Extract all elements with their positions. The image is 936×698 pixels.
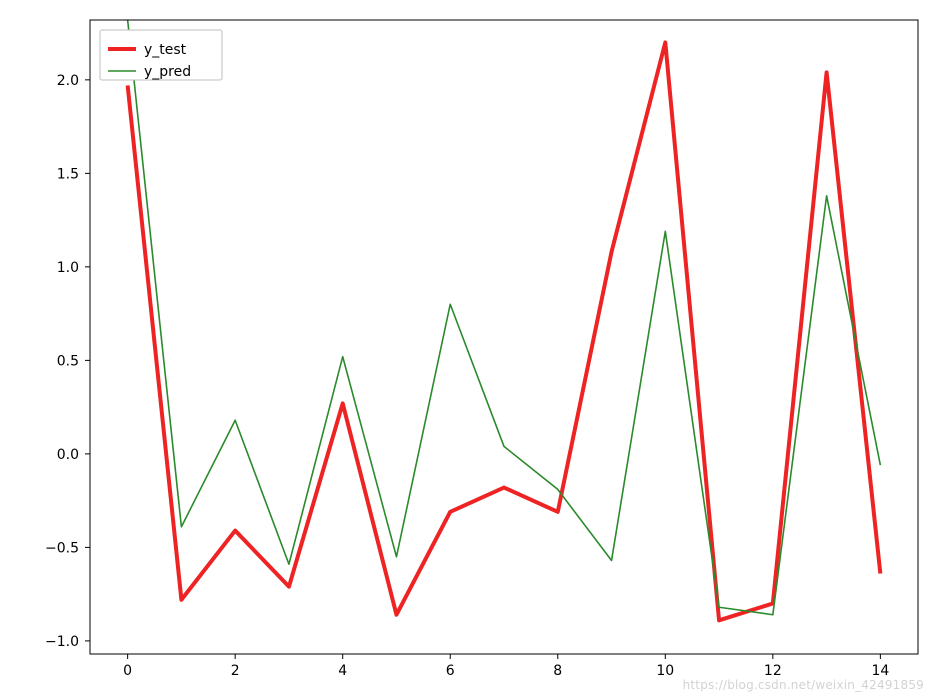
legend-label-y_test: y_test (144, 42, 187, 58)
y-tick-label: 2.0 (57, 73, 79, 89)
y-tick-label: −1.0 (45, 634, 79, 650)
x-tick-label: 14 (871, 663, 889, 679)
x-tick-label: 4 (338, 663, 347, 679)
legend: y_test y_pred (100, 30, 222, 80)
y-tick-label: 1.5 (57, 166, 79, 182)
y-tick-label: −0.5 (45, 540, 79, 556)
x-tick-label: 8 (553, 663, 562, 679)
chart-container: 0 2 4 6 8 10 12 14 −1.0 −0.5 0.0 0.5 1.0 1.5 2.0 y_test… (0, 0, 936, 698)
line-chart: 0 2 4 6 8 10 12 14 −1.0 −0.5 0.0 0.5 1.0 1.5 2.0 y_test… (0, 0, 936, 698)
x-tick-label: 10 (656, 663, 674, 679)
x-tick-label: 2 (231, 663, 240, 679)
y-tick-label: 1.0 (57, 260, 79, 276)
x-tick-label: 0 (123, 663, 132, 679)
legend-label-y_pred: y_pred (144, 64, 191, 80)
x-tick-label: 12 (764, 663, 782, 679)
y-tick-label: 0.5 (57, 353, 79, 369)
x-tick-label: 6 (446, 663, 455, 679)
y-tick-label: 0.0 (57, 447, 79, 463)
